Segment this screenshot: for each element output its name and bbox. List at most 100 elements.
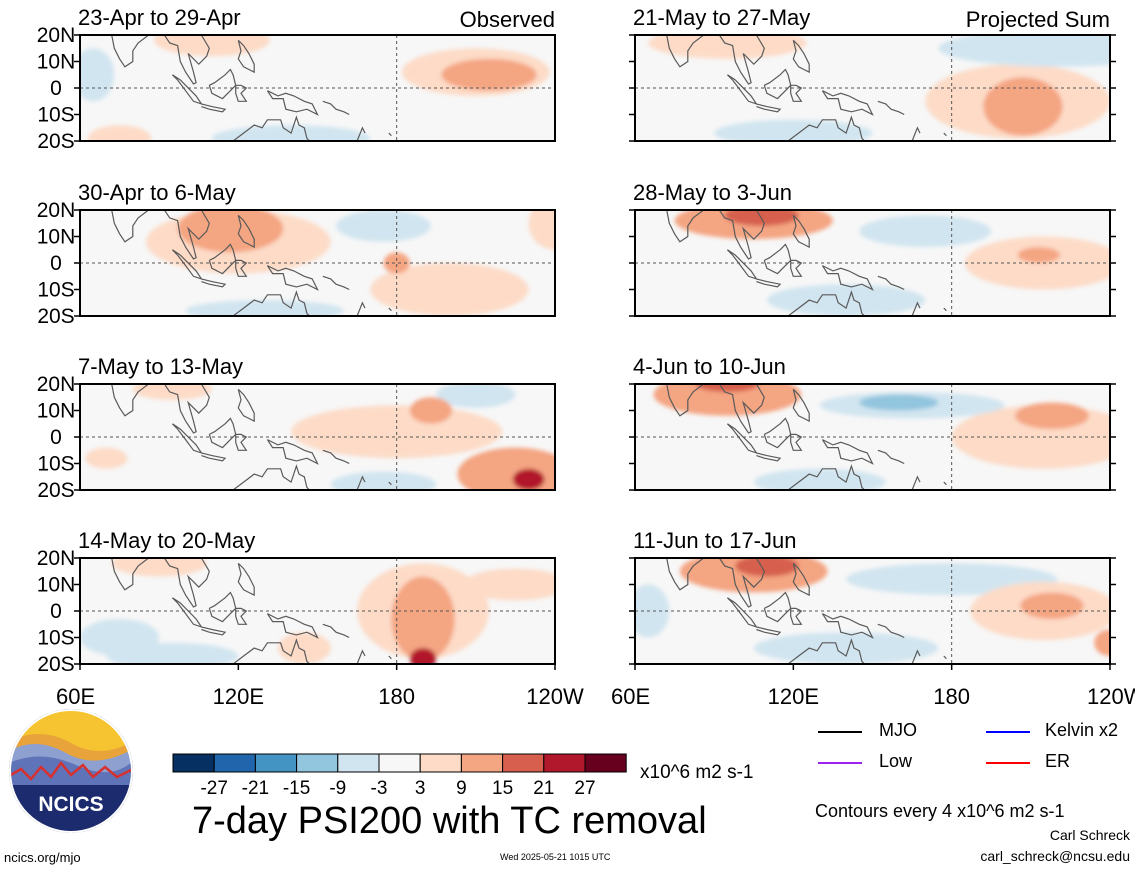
column-label: Observed xyxy=(460,7,555,32)
coastline xyxy=(790,433,803,451)
psi-anomaly-blob xyxy=(177,210,284,253)
coastline xyxy=(356,649,366,664)
x-tick-label: 60E xyxy=(56,684,95,709)
psi-anomaly-blob xyxy=(391,576,455,662)
credit-email: carl_schreck@ncsu.edu xyxy=(980,848,1130,864)
psi-anomaly-blob xyxy=(335,210,431,242)
figure-title: 7-day PSI200 with TC removal xyxy=(192,800,707,842)
column-label: Projected Sum xyxy=(966,7,1110,32)
coastline xyxy=(756,103,782,113)
psi-anomaly-blob xyxy=(753,632,939,664)
map-panel: 20N 10N 0 10S 20S 23-Apr to 29-Apr Observed xyxy=(37,5,556,153)
psi-anomaly-blob xyxy=(409,648,437,664)
contour-note: Contours every 4 x10^6 m2 s-1 xyxy=(815,801,1065,821)
timestamp: Wed 2025-05-21 1015 UTC xyxy=(500,852,611,862)
coastline xyxy=(790,607,803,625)
coastline xyxy=(101,558,149,591)
coastline xyxy=(821,265,874,291)
coastline xyxy=(266,265,319,291)
coastline xyxy=(656,558,704,591)
coastline xyxy=(790,84,803,102)
coastline xyxy=(821,90,874,116)
coastline xyxy=(718,210,765,260)
psi-anomaly-blob xyxy=(111,558,207,577)
legend-label-low: Low xyxy=(879,751,913,771)
x-tick-label: 120W xyxy=(526,684,584,709)
y-tick-label: 10S xyxy=(37,453,74,476)
x-tick-label: 120E xyxy=(213,684,264,709)
colorbar-tick-label: 27 xyxy=(574,778,595,799)
colorbar-swatch xyxy=(296,753,339,773)
colorbar-swatch xyxy=(337,753,380,773)
coastline xyxy=(877,623,905,639)
psi-anomaly-blob xyxy=(724,210,799,226)
coastline xyxy=(201,278,227,288)
coastline xyxy=(238,197,241,205)
coastline xyxy=(726,74,758,106)
colorbar-swatch xyxy=(172,753,215,773)
coastline xyxy=(322,275,350,291)
legend-line-low xyxy=(818,762,862,764)
coastline xyxy=(877,449,905,465)
colorbar-tick-label: 21 xyxy=(533,778,554,799)
coastline xyxy=(388,655,392,660)
credit-name: Carl Schreck xyxy=(1049,827,1130,843)
colorbar-tick-label: 9 xyxy=(456,778,467,799)
psi-anomaly-blob xyxy=(436,384,516,408)
coastline xyxy=(101,384,149,417)
legend-label-mjo: MJO xyxy=(879,720,917,740)
coastline xyxy=(163,35,210,85)
coastline xyxy=(237,39,255,74)
coastline xyxy=(943,655,947,660)
coastline xyxy=(777,290,866,316)
y-tick-label: 10N xyxy=(37,400,76,423)
psi-anomaly-blob xyxy=(859,394,939,411)
coastline xyxy=(235,607,248,625)
coastline xyxy=(237,388,255,423)
coastline xyxy=(763,591,792,623)
legend-line-kelvin xyxy=(986,731,1030,733)
coastline xyxy=(792,39,810,74)
coastline xyxy=(171,423,203,455)
coastline xyxy=(943,307,947,312)
coastline xyxy=(943,481,947,486)
coastline xyxy=(222,638,311,664)
psi-anomaly-blob xyxy=(766,284,926,316)
coastline xyxy=(163,384,210,434)
coastline xyxy=(222,115,311,141)
coastline xyxy=(101,35,149,68)
coastline xyxy=(322,100,350,116)
coastline xyxy=(718,558,765,608)
psi-anomaly-blob xyxy=(409,397,453,424)
y-tick-label: 20S xyxy=(37,653,74,676)
coastline xyxy=(356,126,366,141)
coastline xyxy=(235,84,248,102)
coastline xyxy=(756,452,782,462)
coastline xyxy=(208,417,237,449)
psi-anomaly-blob xyxy=(695,384,760,392)
logo-text: NCICS xyxy=(38,793,103,816)
y-tick-label: 10N xyxy=(37,51,76,74)
colorbar-swatch xyxy=(460,753,504,773)
coastline xyxy=(793,371,796,379)
colorbar-swatch xyxy=(419,753,462,773)
x-tick-label: 60E xyxy=(611,684,650,709)
colorbar-tick-label: -27 xyxy=(200,778,227,799)
psi-anomaly-blob xyxy=(441,58,537,91)
coastline xyxy=(266,613,319,639)
coastline xyxy=(821,439,874,465)
psi-anomaly-blob xyxy=(185,300,344,316)
coastline xyxy=(777,115,866,141)
coastline xyxy=(235,433,248,451)
psi-anomaly-blob xyxy=(106,642,239,664)
coastline xyxy=(388,132,392,137)
coastline xyxy=(656,210,704,243)
psi-anomaly-blob xyxy=(132,384,212,400)
coastline xyxy=(726,423,758,455)
psi-anomaly-blob xyxy=(512,468,545,490)
y-tick-label: 20N xyxy=(37,373,76,396)
coastline xyxy=(388,307,392,312)
y-tick-label: 0 xyxy=(50,426,62,449)
coastline xyxy=(877,100,905,116)
